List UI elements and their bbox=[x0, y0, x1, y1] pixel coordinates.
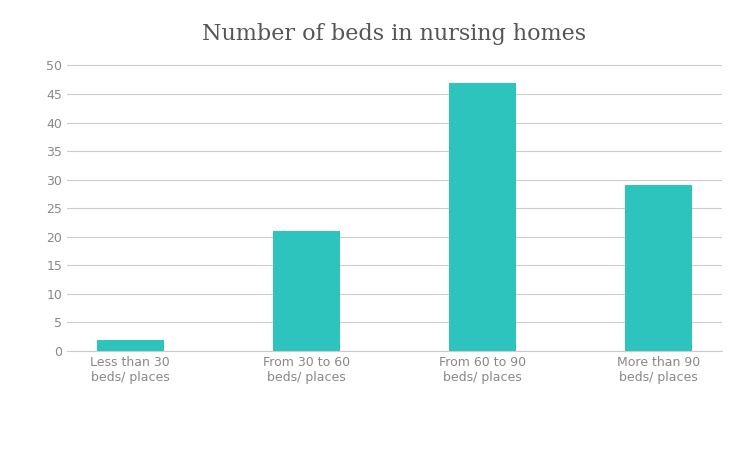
Bar bbox=[449, 82, 516, 351]
Title: Number of beds in nursing homes: Number of beds in nursing homes bbox=[202, 23, 586, 45]
Bar bbox=[97, 340, 164, 351]
Bar bbox=[273, 231, 340, 351]
Bar bbox=[625, 185, 692, 351]
